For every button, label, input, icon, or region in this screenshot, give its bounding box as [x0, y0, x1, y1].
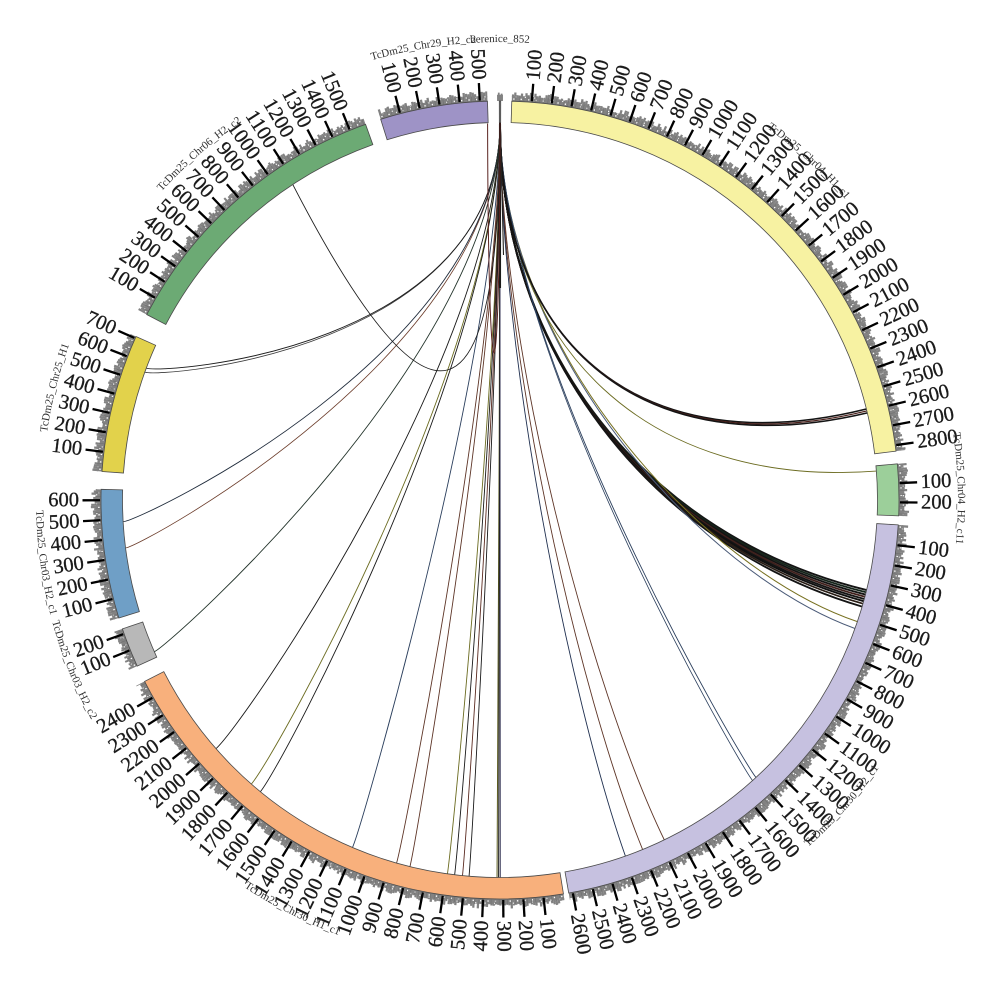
- svg-text:400: 400: [49, 531, 82, 556]
- svg-text:200: 200: [514, 920, 538, 952]
- svg-text:300: 300: [52, 552, 86, 578]
- svg-text:500: 500: [447, 918, 472, 951]
- svg-text:berenice_852: berenice_852: [470, 33, 530, 46]
- svg-text:100: 100: [535, 917, 560, 950]
- svg-text:100: 100: [920, 470, 952, 493]
- svg-text:300: 300: [492, 921, 514, 952]
- svg-text:200: 200: [921, 492, 952, 514]
- svg-text:300: 300: [421, 52, 447, 86]
- svg-text:600: 600: [48, 489, 79, 511]
- svg-text:500: 500: [466, 48, 490, 80]
- svg-text:500: 500: [48, 510, 80, 534]
- svg-text:400: 400: [470, 920, 493, 952]
- svg-text:400: 400: [443, 49, 468, 82]
